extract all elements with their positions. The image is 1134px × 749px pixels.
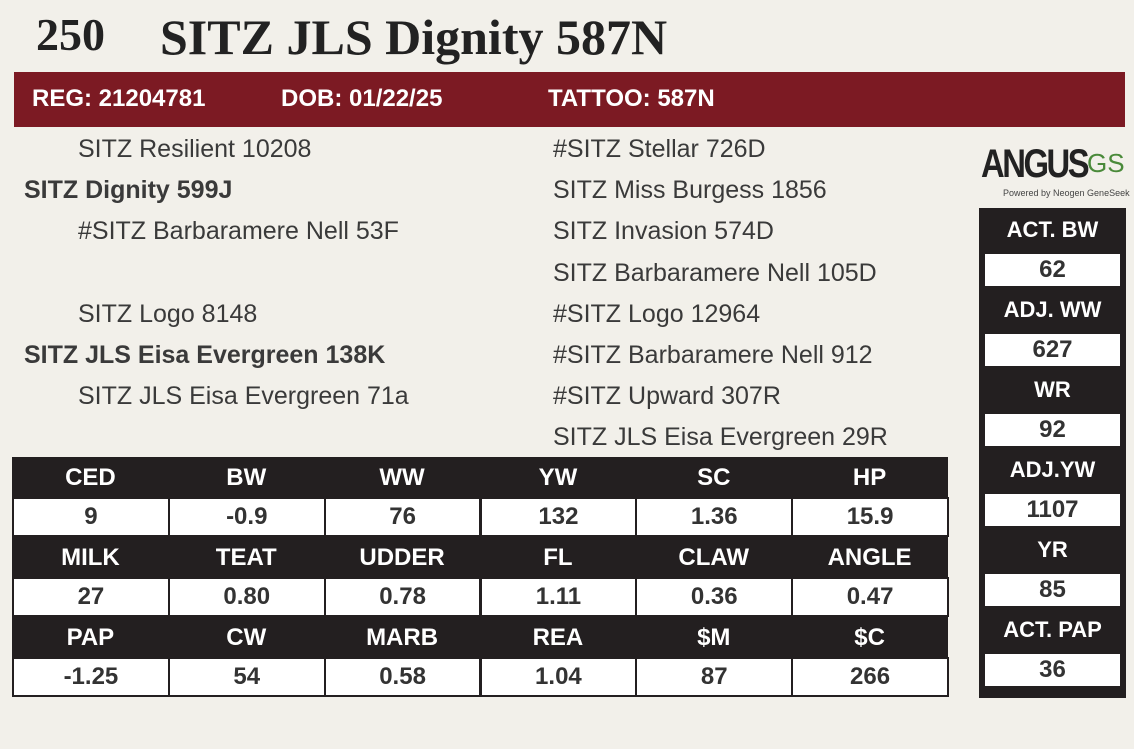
performance-label: YR <box>981 530 1124 570</box>
epd-header: YW <box>479 457 637 498</box>
epd-value: 132 <box>479 497 638 537</box>
epd-header: MARB <box>323 617 481 658</box>
performance-label: ADJ.YW <box>981 450 1124 490</box>
epd-value: 1.11 <box>479 577 638 617</box>
performance-value: 627 <box>983 332 1122 368</box>
pedigree-entry: #SITZ Barbaramere Nell 912 <box>553 341 873 369</box>
epd-value: 54 <box>167 657 326 697</box>
pedigree-entry: SITZ JLS Eisa Evergreen 71a <box>78 382 409 411</box>
performance-value: 1107 <box>983 492 1122 528</box>
id-bar: REG: 21204781 DOB: 01/22/25 TATTOO: 587N <box>14 72 1125 127</box>
epd-header: PAP <box>12 617 169 658</box>
logo-tagline: Powered by Neogen GeneSeek <box>1003 188 1130 198</box>
pedigree-entry: SITZ Invasion 574D <box>553 217 774 246</box>
pedigree-entry: SITZ Logo 8148 <box>78 299 258 328</box>
performance-value: 85 <box>983 572 1122 608</box>
dob: DOB: 01/22/25 <box>281 85 443 112</box>
epd-header: CLAW <box>635 537 793 578</box>
epd-value: 0.78 <box>323 577 482 617</box>
epd-value: 0.47 <box>791 577 949 617</box>
reg: REG: 21204781 <box>32 85 206 112</box>
pedigree-entry: #SITZ Barbaramere Nell 53F <box>78 217 399 246</box>
pedigree-entry: SITZ Resilient 10208 <box>78 135 312 163</box>
epd-value: 87 <box>635 657 794 697</box>
performance-value: 62 <box>983 252 1122 288</box>
logo-suffix: GS <box>1087 148 1125 178</box>
lot-number: 250 <box>36 9 105 60</box>
epd-header: CW <box>167 617 325 658</box>
epd-value: 0.36 <box>635 577 794 617</box>
epd-header: SC <box>635 457 793 498</box>
epd-value: 27 <box>12 577 170 617</box>
epd-header: BW <box>167 457 325 498</box>
epd-value: 1.36 <box>635 497 794 537</box>
epd-value: 9 <box>12 497 170 537</box>
pedigree-entry: #SITZ Stellar 726D <box>553 135 766 163</box>
epd-header: CED <box>12 457 169 498</box>
performance-label: ACT. PAP <box>981 610 1124 650</box>
pedigree-entry: #SITZ Upward 307R <box>553 382 781 411</box>
performance-label: ADJ. WW <box>981 290 1124 330</box>
performance-label: WR <box>981 370 1124 410</box>
epd-value: -1.25 <box>12 657 170 697</box>
angus-gs-logo: ANGUS GS Powered by Neogen GeneSeek <box>981 142 1130 202</box>
pedigree-entry: SITZ JLS Eisa Evergreen 29R <box>553 423 888 452</box>
epd-header: WW <box>323 457 481 498</box>
epd-value: 0.58 <box>323 657 482 697</box>
epd-header: ANGLE <box>791 537 948 578</box>
epd-value: 0.80 <box>167 577 326 617</box>
epd-value: 1.04 <box>479 657 638 697</box>
epd-header: REA <box>479 617 637 658</box>
pedigree-entry: SITZ Miss Burgess 1856 <box>553 176 827 205</box>
epd-header: MILK <box>12 537 169 578</box>
tattoo: TATTOO: 587N <box>548 85 715 112</box>
epd-header: UDDER <box>323 537 481 578</box>
epd-header: FL <box>479 537 637 578</box>
pedigree-entry: #SITZ Logo 12964 <box>553 299 761 328</box>
epd-value: 266 <box>791 657 949 697</box>
epd-value: 15.9 <box>791 497 949 537</box>
animal-name: SITZ JLS Dignity 587N <box>160 9 668 65</box>
performance-value: 92 <box>983 412 1122 448</box>
epd-value: 76 <box>323 497 482 537</box>
pedigree-entry: SITZ JLS Eisa Evergreen 138K <box>24 341 386 369</box>
performance-label: ACT. BW <box>981 210 1124 250</box>
logo-mark: ANGUS <box>981 142 1090 186</box>
epd-header: $M <box>635 617 793 658</box>
epd-header: TEAT <box>167 537 325 578</box>
epd-header: $C <box>791 617 948 658</box>
pedigree-entry: SITZ Dignity 599J <box>24 176 233 205</box>
epd-header: HP <box>791 457 948 498</box>
pedigree-entry: SITZ Barbaramere Nell 105D <box>553 258 877 287</box>
performance-value: 36 <box>983 652 1122 688</box>
epd-value: -0.9 <box>167 497 326 537</box>
